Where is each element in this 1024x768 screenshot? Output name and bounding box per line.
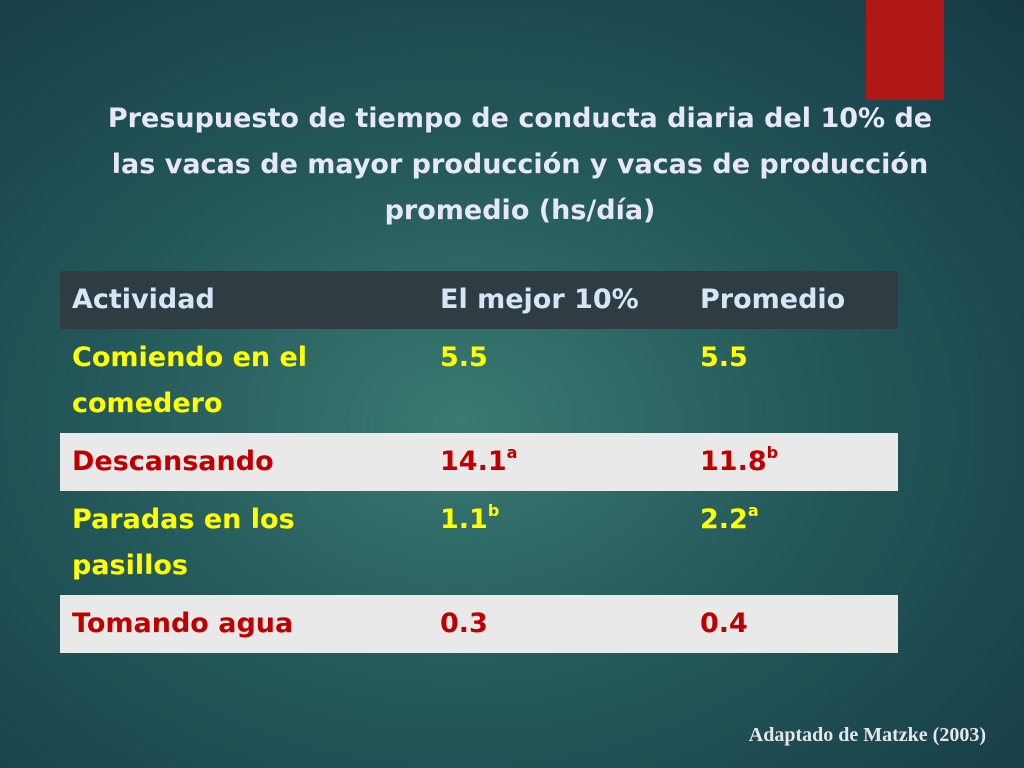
header-cell: Promedio (688, 271, 898, 329)
header-cell: Actividad (60, 271, 428, 329)
table-cell: Paradas en los pasillos (60, 491, 428, 595)
source-note: Adaptado de Matzke (2003) (748, 724, 986, 746)
table-row: Paradas en los pasillos 1.1b 2.2a (60, 491, 898, 595)
header-row: Actividad El mejor 10% Promedio (60, 271, 898, 329)
table-cell: Comiendo en el comedero (60, 329, 428, 433)
cell-superscript: a (506, 443, 518, 462)
table-row: Tomando agua 0.3 0.4 (60, 595, 898, 653)
title-line: Presupuesto de tiempo de conducta diaria… (107, 103, 933, 134)
cell-text: 5.5 (440, 342, 488, 373)
cell-text: Paradas en los pasillos (72, 504, 295, 581)
cell-text: 0.4 (700, 608, 748, 639)
cell-text: 11.8 (700, 446, 767, 477)
table-cell: 5.5 (688, 329, 898, 433)
table-cell: Tomando agua (60, 595, 428, 653)
cell-superscript: a (747, 501, 759, 520)
cell-text: 1.1 (440, 504, 488, 535)
table-cell: 5.5 (428, 329, 688, 433)
cell-text: 0.3 (440, 608, 488, 639)
table-cell: 1.1b (428, 491, 688, 595)
table-cell: 14.1a (428, 433, 688, 491)
cell-superscript: b (487, 501, 500, 520)
table-cell: 11.8b (688, 433, 898, 491)
header-cell: El mejor 10% (428, 271, 688, 329)
cell-superscript: b (766, 443, 779, 462)
table-row: Comiendo en el comedero 5.5 5.5 (60, 329, 898, 433)
title-line: promedio (hs/día) (384, 195, 656, 226)
table-cell: Descansando (60, 433, 428, 491)
cell-text: Descansando (72, 446, 274, 477)
cell-text: 14.1 (440, 446, 507, 477)
table-cell: 0.3 (428, 595, 688, 653)
cell-text: Tomando agua (72, 608, 294, 639)
table-cell: 0.4 (688, 595, 898, 653)
cell-text: 5.5 (700, 342, 748, 373)
table-cell: 2.2a (688, 491, 898, 595)
cell-text: 2.2 (700, 504, 748, 535)
title-line: las vacas de mayor producción y vacas de… (111, 149, 929, 180)
cell-text: Comiendo en el comedero (72, 342, 308, 419)
data-table: Actividad El mejor 10% Promedio Comiendo en… (60, 271, 898, 653)
accent-bar (866, 0, 944, 100)
table-row: Descansando 14.1a 11.8b (60, 433, 898, 491)
slide-title: Presupuesto de tiempo de conducta diaria… (40, 96, 1000, 234)
